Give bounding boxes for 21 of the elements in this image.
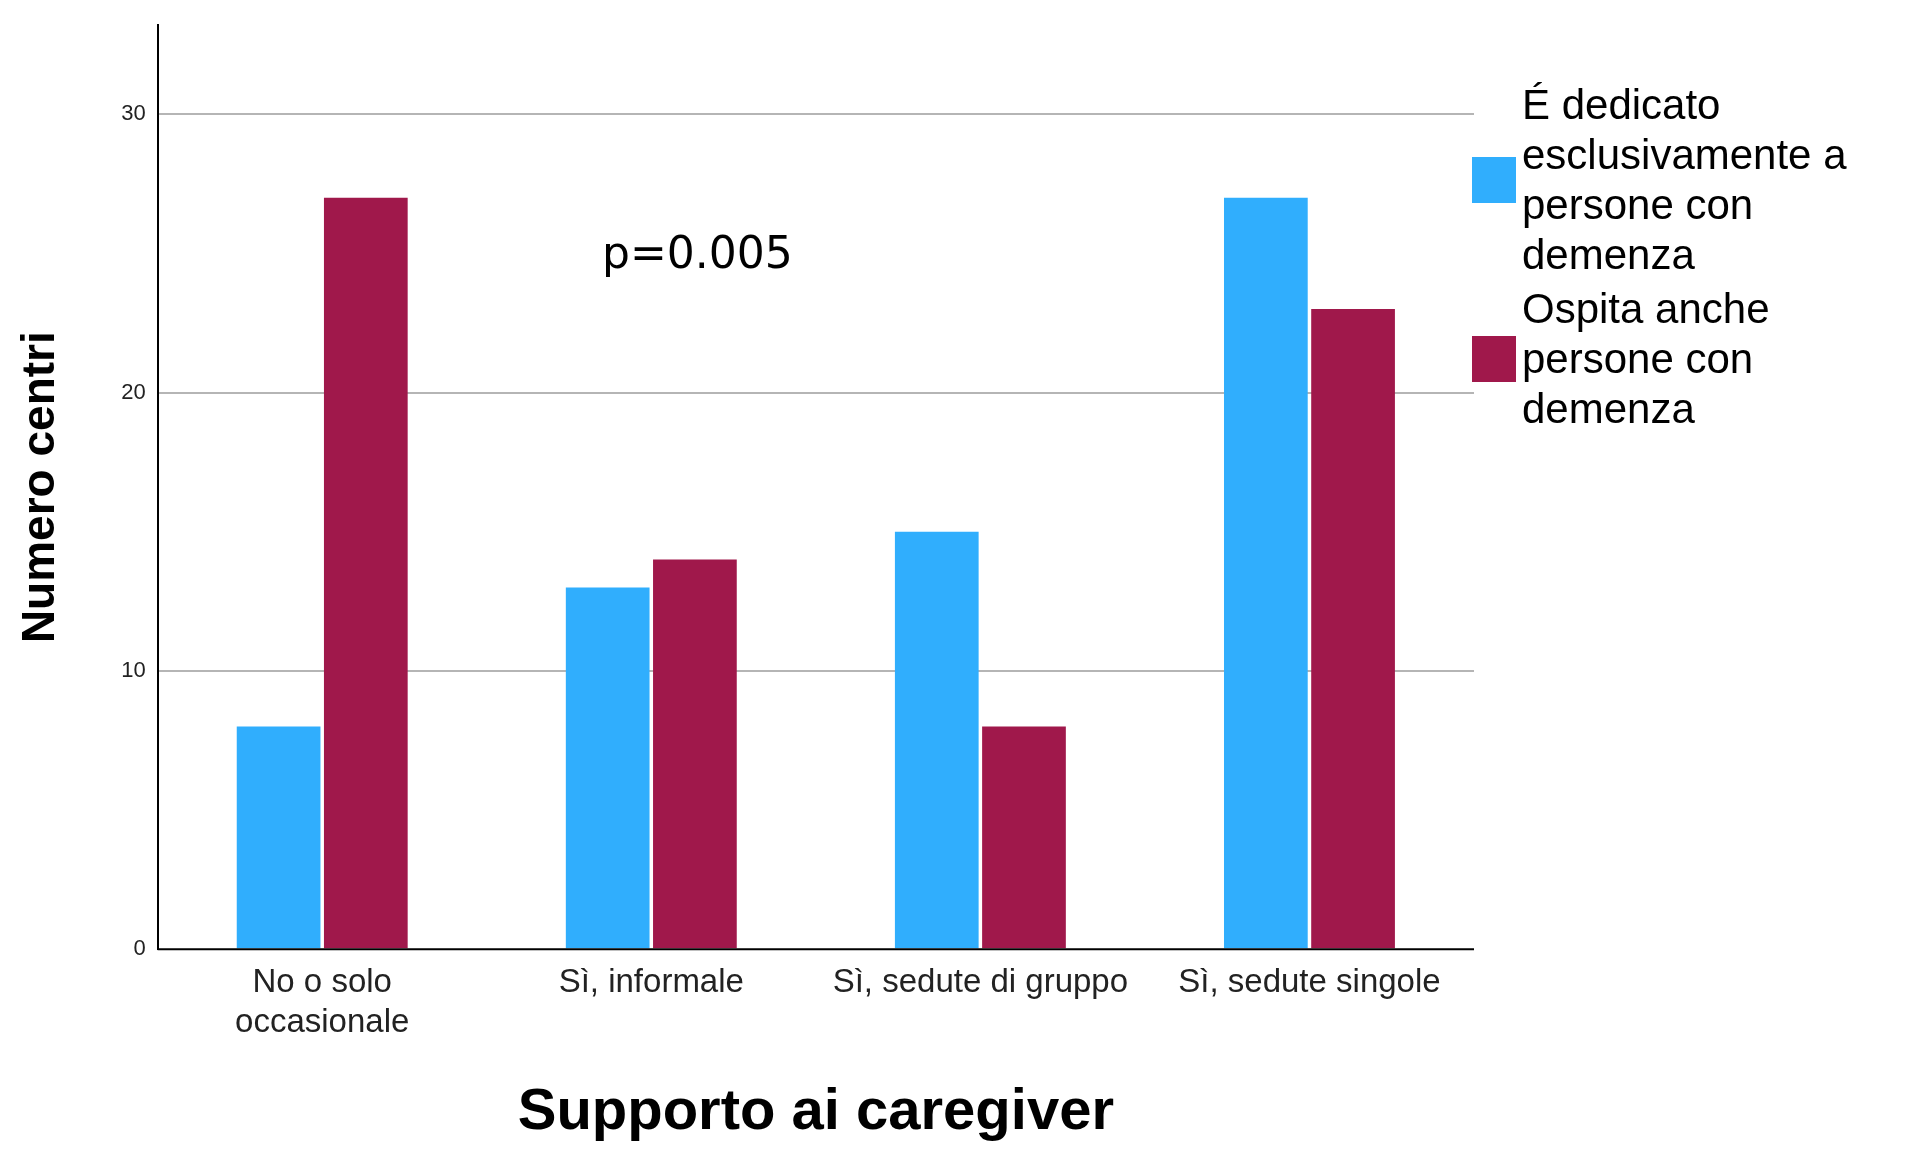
y-tick-label: 10: [121, 656, 146, 682]
bar: [982, 726, 1066, 949]
bar: [565, 587, 650, 949]
bar: [653, 559, 737, 949]
x-tick-label: Sì, informale: [558, 962, 744, 1000]
y-tick-label: 20: [121, 378, 146, 404]
x-axis-title: Supporto ai caregiver: [517, 1076, 1114, 1142]
y-tick-label: 0: [133, 935, 146, 961]
annotation: p=0.005: [601, 226, 793, 278]
y-axis-title: Numero centri: [12, 331, 65, 644]
x-tick-label: Sì, sedute singole: [1178, 962, 1441, 1000]
legend-label: É dedicato esclusivamente a persone con demenza: [1522, 80, 1848, 280]
bar: [236, 726, 321, 949]
bar: [1311, 309, 1395, 949]
bar: [323, 197, 408, 949]
x-tick-label: No o solo occasionale: [235, 962, 410, 1039]
y-tick-label: 30: [121, 100, 146, 126]
bar: [894, 531, 979, 949]
x-tick-label: Sì, sedute di gruppo: [832, 962, 1129, 1000]
bar: [1224, 197, 1308, 949]
legend-label: Ospita anche persone con demenza: [1522, 284, 1771, 434]
